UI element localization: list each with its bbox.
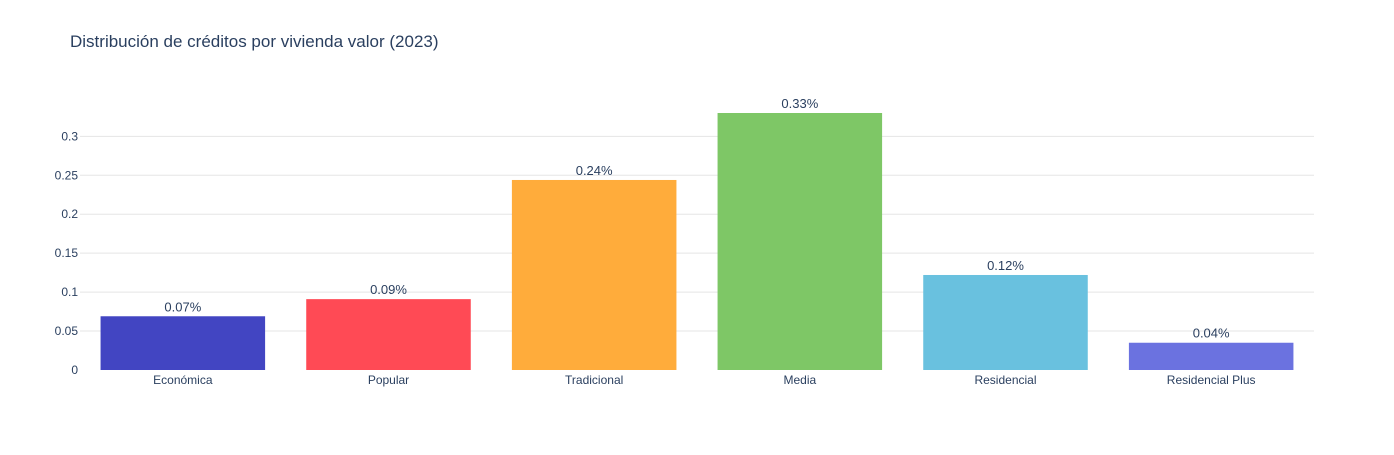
bar-value-label: 0.12% [987, 258, 1024, 273]
x-tick-label: Tradicional [565, 373, 623, 387]
y-axis: 0 0.05 0.1 0.15 0.2 0.25 0.3 [55, 129, 79, 377]
x-axis: Económica Popular Tradicional Media Residenc… [153, 373, 1255, 387]
data-labels: 0.07% 0.09% 0.24% 0.33% 0.12% 0.04% [164, 96, 1230, 341]
bar[interactable] [1128, 342, 1294, 370]
bar-value-label: 0.04% [1193, 326, 1230, 341]
y-tick-label: 0.15 [55, 246, 79, 260]
bar[interactable] [511, 179, 677, 370]
bar[interactable] [717, 113, 883, 370]
y-tick-label: 0.3 [61, 129, 78, 143]
y-tick-label: 0.25 [55, 168, 79, 182]
bar-value-label: 0.33% [781, 96, 818, 111]
x-tick-label: Popular [368, 373, 409, 387]
y-tick-label: 0.05 [55, 324, 79, 338]
chart-title: Distribución de créditos por vivienda va… [70, 32, 439, 51]
y-tick-label: 0 [71, 363, 78, 377]
x-tick-label: Económica [153, 373, 213, 387]
bar[interactable] [306, 299, 471, 370]
x-tick-label: Residencial Plus [1167, 373, 1256, 387]
y-tick-label: 0.2 [61, 207, 78, 221]
bar-value-label: 0.07% [164, 299, 201, 314]
x-tick-label: Media [783, 373, 816, 387]
y-tick-label: 0.1 [61, 285, 78, 299]
bar-value-label: 0.24% [576, 163, 613, 178]
gridlines [80, 135, 1314, 332]
bar[interactable] [100, 316, 266, 370]
bar-value-label: 0.09% [370, 282, 407, 297]
bars [100, 113, 1294, 370]
bar[interactable] [923, 274, 1088, 370]
x-tick-label: Residencial [974, 373, 1036, 387]
